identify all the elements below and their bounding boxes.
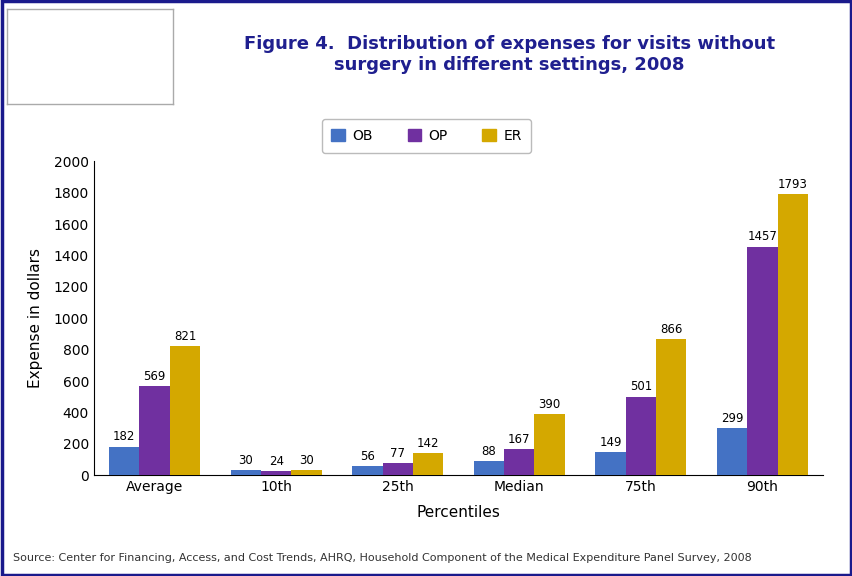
Bar [746,247,777,475]
Text: Figure 4.  Distribution of expenses for visits without
surgery in different sett: Figure 4. Distribution of expenses for v… [244,35,774,74]
Bar [595,452,625,475]
Bar [261,471,291,475]
Bar [625,396,655,475]
Bar [139,386,170,475]
Text: Source: Center for Financing, Access, and Cost Trends, AHRQ, Household Component: Source: Center for Financing, Access, an… [13,554,751,563]
Text: 1793: 1793 [777,177,807,191]
X-axis label: Percentiles: Percentiles [416,505,500,520]
Bar [412,453,443,475]
Text: 142: 142 [417,437,439,450]
Text: 149: 149 [598,435,621,449]
Text: 569: 569 [143,370,165,382]
Bar [504,449,534,475]
Bar [170,346,200,475]
Text: 24: 24 [268,455,284,468]
Text: 299: 299 [720,412,742,425]
Bar [716,429,746,475]
Text: 77: 77 [389,447,405,460]
Bar [382,463,412,475]
Text: 56: 56 [360,450,374,463]
Bar [230,471,261,475]
Text: 501: 501 [629,380,651,393]
Text: 167: 167 [508,433,530,446]
Bar [655,339,686,475]
Bar [473,461,504,475]
Text: 30: 30 [299,454,314,467]
Bar [352,467,382,475]
Text: 182: 182 [113,430,135,444]
Legend: OB, OP, ER: OB, OP, ER [321,119,531,153]
Text: 30: 30 [238,454,253,467]
Bar [291,471,321,475]
Bar [534,414,564,475]
Bar [109,446,139,475]
Text: 88: 88 [481,445,496,458]
Text: 1457: 1457 [746,230,776,244]
Text: 866: 866 [659,323,682,336]
Bar [777,194,807,475]
Text: 821: 821 [174,330,196,343]
Text: 390: 390 [538,398,560,411]
Y-axis label: Expense in dollars: Expense in dollars [27,248,43,388]
